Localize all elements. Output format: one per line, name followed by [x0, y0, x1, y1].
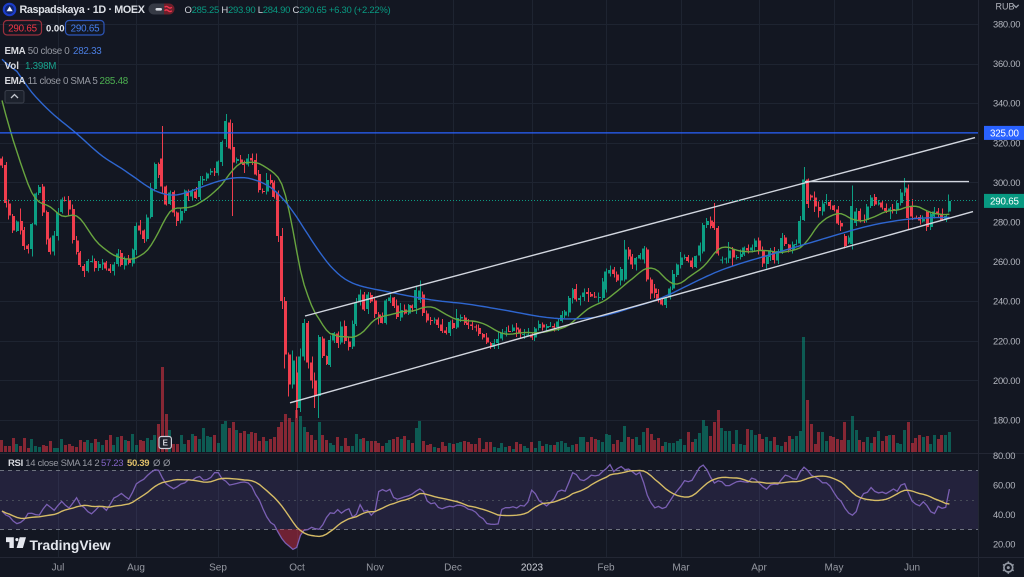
- svg-text:40.00: 40.00: [993, 509, 1015, 520]
- svg-text:O285.25 H293.90 L284.90 C290.6: O285.25 H293.90 L284.90 C290.65 +6.30 (+…: [185, 5, 391, 16]
- svg-text:TradingView: TradingView: [30, 538, 111, 553]
- svg-text:Sep: Sep: [209, 563, 227, 574]
- svg-text:280.00: 280.00: [993, 217, 1020, 228]
- svg-text:57.23: 57.23: [101, 458, 123, 469]
- svg-text:1.398M: 1.398M: [25, 61, 56, 72]
- svg-text:Ø Ø: Ø Ø: [153, 458, 171, 469]
- svg-text:Aug: Aug: [127, 563, 145, 574]
- svg-text:240.00: 240.00: [993, 296, 1020, 307]
- svg-text:2023: 2023: [521, 563, 544, 574]
- svg-text:360.00: 360.00: [993, 58, 1020, 69]
- svg-text:Mar: Mar: [672, 563, 690, 574]
- svg-text:340.00: 340.00: [993, 98, 1020, 109]
- svg-text:50.39: 50.39: [127, 458, 149, 469]
- svg-text:80.00: 80.00: [993, 450, 1015, 461]
- svg-text:Jul: Jul: [52, 563, 65, 574]
- svg-text:260.00: 260.00: [993, 256, 1020, 267]
- svg-text:20.00: 20.00: [993, 539, 1015, 550]
- svg-text:Raspadskaya · 1D · MOEX: Raspadskaya · 1D · MOEX: [20, 4, 146, 16]
- svg-text:282.33: 282.33: [73, 46, 102, 57]
- svg-text:290.65: 290.65: [71, 23, 101, 34]
- svg-text:Feb: Feb: [597, 563, 615, 574]
- svg-text:Nov: Nov: [366, 563, 384, 574]
- svg-text:RUB: RUB: [996, 2, 1015, 12]
- svg-text:300.00: 300.00: [993, 177, 1020, 188]
- svg-text:Oct: Oct: [289, 563, 305, 574]
- svg-text:RSI 14 close SMA 14 2: RSI 14 close SMA 14 2: [8, 458, 99, 469]
- svg-text:200.00: 200.00: [993, 375, 1020, 386]
- svg-text:285.48: 285.48: [100, 76, 129, 87]
- svg-text:0.00: 0.00: [46, 23, 65, 34]
- svg-text:Vol: Vol: [5, 61, 20, 72]
- svg-text:E: E: [162, 439, 168, 448]
- svg-text:290.65: 290.65: [8, 23, 38, 34]
- svg-text:EMA 50 close 0: EMA 50 close 0: [5, 46, 71, 57]
- svg-text:May: May: [825, 563, 844, 574]
- svg-text:290.65: 290.65: [990, 196, 1020, 207]
- svg-text:320.00: 320.00: [993, 137, 1020, 148]
- svg-text:EMA 11 close 0 SMA 5: EMA 11 close 0 SMA 5: [5, 76, 99, 87]
- svg-text:180.00: 180.00: [993, 415, 1020, 426]
- svg-text:Dec: Dec: [444, 563, 462, 574]
- svg-text:325.00: 325.00: [990, 128, 1020, 139]
- svg-text:60.00: 60.00: [993, 480, 1015, 491]
- svg-text:Apr: Apr: [751, 563, 767, 574]
- svg-text:220.00: 220.00: [993, 335, 1020, 346]
- svg-text:Jun: Jun: [904, 563, 920, 574]
- svg-text:380.00: 380.00: [993, 19, 1020, 30]
